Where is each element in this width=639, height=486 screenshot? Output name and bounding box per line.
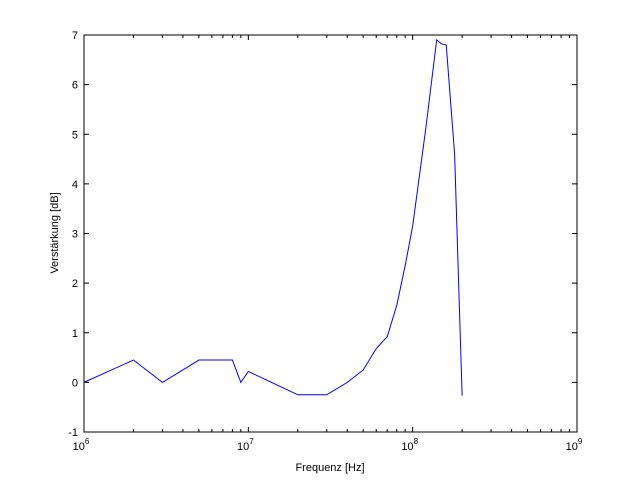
y-tick-label: 4 bbox=[72, 179, 78, 191]
y-tick-label: 0 bbox=[72, 377, 78, 389]
x-tick-exponent: 9 bbox=[578, 437, 583, 446]
y-tick-label: 7 bbox=[72, 30, 78, 42]
y-tick-label: 5 bbox=[72, 129, 78, 141]
x-tick-base: 10 bbox=[566, 441, 578, 453]
x-tick-label: 107 bbox=[237, 437, 254, 453]
x-tick-base: 10 bbox=[237, 441, 249, 453]
x-tick-base: 10 bbox=[73, 441, 85, 453]
y-tick-label: 6 bbox=[72, 80, 78, 92]
y-tick-label: 3 bbox=[72, 229, 78, 241]
axis-ticks bbox=[83, 34, 578, 433]
plot-area bbox=[83, 34, 578, 433]
x-tick-labels: 106 107 108 109 bbox=[73, 437, 583, 453]
x-axis-label: Frequenz [Hz] bbox=[295, 462, 364, 474]
x-tick-exponent: 7 bbox=[249, 437, 254, 446]
y-tick-label: -1 bbox=[68, 427, 78, 439]
x-tick-label: 108 bbox=[401, 437, 418, 453]
y-tick-label: 1 bbox=[72, 328, 78, 340]
x-tick-base: 10 bbox=[401, 441, 413, 453]
y-tick-label: 2 bbox=[72, 278, 78, 290]
y-tick-labels: -1 0 1 2 3 4 5 6 7 bbox=[68, 30, 78, 439]
x-tick-label: 109 bbox=[566, 437, 583, 453]
series-line bbox=[83, 39, 463, 396]
x-tick-exponent: 6 bbox=[85, 437, 90, 446]
y-axis-label: Verstärkung [dB] bbox=[49, 192, 61, 273]
x-tick-exponent: 8 bbox=[414, 437, 419, 446]
x-tick-label: 106 bbox=[73, 437, 90, 453]
